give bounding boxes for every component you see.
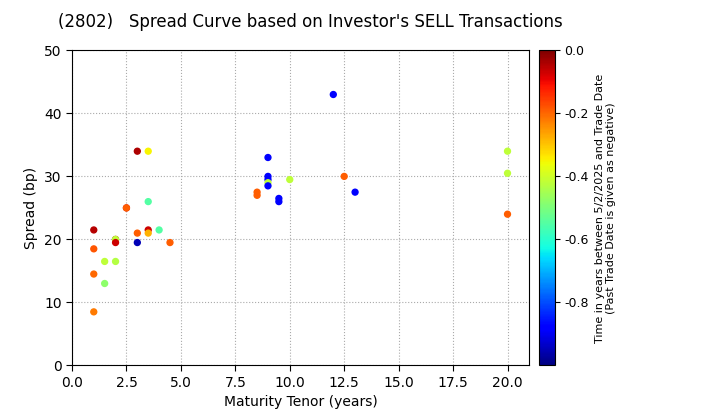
Point — [251, 189, 263, 196]
Point — [284, 176, 295, 183]
Point — [502, 148, 513, 155]
Point — [143, 227, 154, 234]
Point — [349, 189, 361, 196]
Point — [143, 230, 154, 236]
Point — [132, 230, 143, 236]
Point — [109, 236, 121, 243]
Point — [99, 258, 110, 265]
Point — [251, 192, 263, 199]
Point — [88, 227, 99, 234]
Point — [121, 205, 132, 211]
Point — [143, 198, 154, 205]
Point — [164, 239, 176, 246]
Point — [328, 91, 339, 98]
Point — [262, 176, 274, 183]
Point — [88, 270, 99, 277]
Point — [121, 205, 132, 211]
Point — [109, 239, 121, 246]
Y-axis label: Time in years between 5/2/2025 and Trade Date
(Past Trade Date is given as negat: Time in years between 5/2/2025 and Trade… — [595, 73, 616, 343]
Text: (2802)   Spread Curve based on Investor's SELL Transactions: (2802) Spread Curve based on Investor's … — [58, 13, 562, 31]
X-axis label: Maturity Tenor (years): Maturity Tenor (years) — [224, 395, 377, 410]
Point — [99, 280, 110, 287]
Point — [502, 170, 513, 176]
Point — [132, 239, 143, 246]
Point — [338, 173, 350, 180]
Point — [143, 148, 154, 155]
Point — [262, 179, 274, 186]
Point — [262, 154, 274, 161]
Point — [262, 182, 274, 189]
Y-axis label: Spread (bp): Spread (bp) — [24, 167, 38, 249]
Point — [88, 245, 99, 252]
Point — [109, 236, 121, 243]
Point — [88, 308, 99, 315]
Point — [153, 227, 165, 234]
Point — [273, 198, 284, 205]
Point — [262, 173, 274, 180]
Point — [273, 195, 284, 202]
Point — [132, 148, 143, 155]
Point — [502, 211, 513, 218]
Point — [109, 258, 121, 265]
